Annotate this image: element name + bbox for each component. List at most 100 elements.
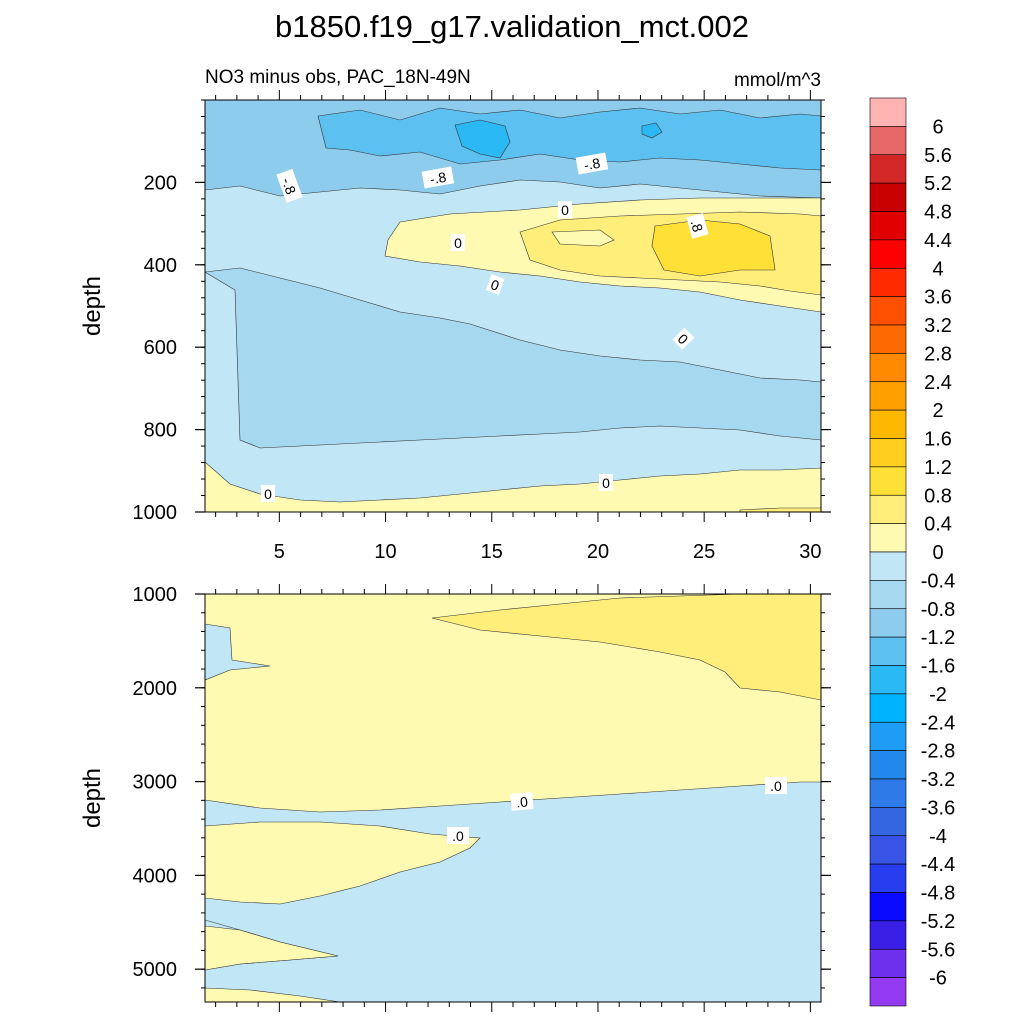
upper-contour-label-text: 0 <box>454 235 462 251</box>
colorbar-swatch <box>869 721 907 751</box>
upper-contour-label: -.8 <box>276 168 303 203</box>
colorbar-swatch <box>869 353 907 383</box>
upper-fill-subsurface-cool-pocket <box>551 229 615 247</box>
colorbar-label: 1.2 <box>924 457 952 479</box>
colorbar-swatch <box>869 693 907 723</box>
upper-contour-label-bg <box>599 474 613 491</box>
colorbar-label: -0.8 <box>921 599 955 621</box>
lower-contour-labels: .0 .0 .0 <box>447 777 787 844</box>
lower-contour-label: .0 <box>447 827 469 844</box>
upper-contour-label-bg <box>276 168 303 203</box>
upper-contour-label: .8 <box>686 213 709 239</box>
upper-y-axis-tick-label: 400 <box>144 255 177 277</box>
lower-contour-label-text: .0 <box>515 794 528 811</box>
colorbar-swatch <box>869 466 907 496</box>
lower-fill-bottom-positive <box>205 925 339 971</box>
upper-x-axis-tick-label: 10 <box>374 541 396 563</box>
colorbar-swatch <box>869 977 907 1007</box>
colorbar: 6 5.6 5.2 4.8 4.4 4 3.6 3.2 2.8 2.4 2 1.6 1.2 0.8 0.4 0… <box>869 97 955 1007</box>
upper-contour-label: 0 <box>558 201 572 218</box>
colorbar-swatch <box>869 409 907 439</box>
colorbar-label: -5.6 <box>921 939 955 961</box>
upper-contour-label-bg <box>672 327 695 350</box>
lower-contour-label-text: .0 <box>770 778 782 794</box>
colorbar-swatch <box>869 551 907 581</box>
colorbar-swatch <box>869 211 907 241</box>
lower-contour-label-bg <box>510 792 534 811</box>
lower-fill-upper-warm <box>431 594 821 701</box>
upper-contour-labels: -.8 -.8 -.8 0 0 0 .8 0 0 0 <box>261 152 709 502</box>
lower-contour-label-bg <box>765 777 787 794</box>
colorbar-label: -5.2 <box>921 911 955 933</box>
upper-contour-label-text: 0 <box>602 475 610 491</box>
colorbar-swatch <box>869 239 907 269</box>
colorbar-swatch <box>869 636 907 666</box>
colorbar-label: 6 <box>932 116 943 138</box>
colorbar-label: 4.8 <box>924 202 952 224</box>
lower-y-axis-tick-label: 4000 <box>133 865 178 887</box>
colorbar-label: -2.8 <box>921 741 955 763</box>
chart-units: mmol/m^3 <box>734 70 821 91</box>
upper-fill-deep-positive <box>205 461 821 512</box>
lower-fill-western-negative <box>205 623 271 681</box>
colorbar-swatch <box>869 580 907 610</box>
colorbar-swatch <box>869 182 907 212</box>
upper-y-axis-tick-label: 600 <box>144 337 177 359</box>
lower-panel: 1000 2000 3000 4000 5000 depth .0 .0 .0 <box>79 584 831 1012</box>
colorbar-label: 0 <box>932 542 943 564</box>
colorbar-label: -6 <box>929 968 947 990</box>
upper-contour-label: 0 <box>672 327 695 350</box>
upper-contour-label-bg <box>558 201 572 218</box>
colorbar-swatch <box>869 863 907 893</box>
colorbar-label: -2.4 <box>921 712 955 734</box>
lower-contour-label-text: .0 <box>452 828 464 844</box>
lower-fill-floor-positive <box>205 987 341 1002</box>
colorbar-label: 0.8 <box>924 485 952 507</box>
colorbar-swatch <box>869 920 907 950</box>
colorbar-swatch <box>869 750 907 780</box>
colorbar-swatch <box>869 948 907 978</box>
upper-contour-label: -.8 <box>575 152 609 175</box>
colorbar-label: 3.2 <box>924 315 952 337</box>
colorbar-swatch <box>869 438 907 468</box>
colorbar-label: -0.4 <box>921 570 955 592</box>
upper-contour-label: -.8 <box>421 166 455 189</box>
colorbar-label: 4 <box>932 258 943 280</box>
colorbar-label: 5.6 <box>924 145 952 167</box>
colorbar-swatch <box>869 523 907 553</box>
upper-contour-label-bg <box>686 213 709 239</box>
lower-y-axis-tick-label: 1000 <box>133 584 178 606</box>
colorbar-swatch <box>869 665 907 695</box>
lower-contour-label-bg <box>447 827 469 844</box>
upper-contour-label-bg <box>485 274 505 295</box>
upper-y-axis-label: depth <box>79 276 106 336</box>
lower-y-axis-label: depth <box>79 768 106 828</box>
lower-x-axis <box>215 584 811 1012</box>
upper-fill-surface-strong <box>317 107 821 171</box>
upper-x-axis: 5 10 15 20 25 30 <box>215 90 822 563</box>
upper-contour-label: 0 <box>261 485 275 502</box>
colorbar-swatch <box>869 778 907 808</box>
upper-x-axis-tick-label: 15 <box>481 541 503 563</box>
lower-contour-label: .0 <box>510 792 534 811</box>
upper-contour-label-text: 0 <box>264 486 272 502</box>
colorbar-label: -4.4 <box>921 854 955 876</box>
upper-contour-label-text: .8 <box>688 218 707 234</box>
upper-contour-label-text: -.8 <box>279 176 300 197</box>
colorbar-swatch <box>869 324 907 354</box>
upper-contour-label: 0 <box>599 474 613 491</box>
colorbar-swatch <box>869 892 907 922</box>
chart-subtitle-left: NO3 minus obs, PAC_18N-49N <box>205 67 471 88</box>
colorbar-swatch <box>869 494 907 524</box>
upper-contour-label-bg <box>421 166 455 189</box>
upper-contour-label-text: -.8 <box>429 169 448 188</box>
upper-x-axis-tick-label: 5 <box>274 541 285 563</box>
colorbar-swatch <box>869 835 907 865</box>
colorbar-label: 2.4 <box>924 372 952 394</box>
colorbar-swatch <box>869 97 907 127</box>
upper-x-axis-tick-label: 25 <box>693 541 715 563</box>
colorbar-label: 5.2 <box>924 173 952 195</box>
upper-contour-label-text: -.8 <box>583 155 602 174</box>
upper-contour-label-bg <box>575 152 609 175</box>
